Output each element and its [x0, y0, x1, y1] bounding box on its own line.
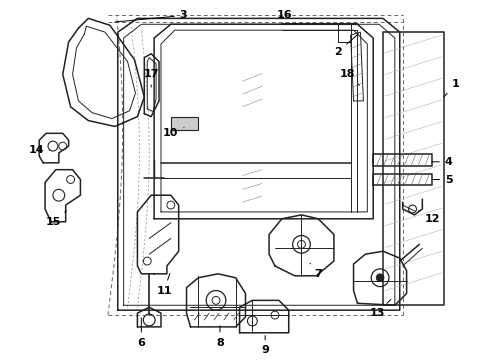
Circle shape [376, 274, 384, 282]
Text: 2: 2 [334, 34, 358, 57]
Text: 14: 14 [28, 145, 50, 155]
Text: 13: 13 [369, 300, 391, 318]
Text: 16: 16 [277, 10, 296, 24]
Text: 17: 17 [144, 69, 159, 87]
Text: 3: 3 [115, 10, 187, 22]
Text: 1: 1 [444, 79, 460, 97]
Text: 7: 7 [310, 263, 322, 279]
Text: 6: 6 [137, 318, 145, 348]
Text: 9: 9 [261, 336, 269, 355]
Text: 4: 4 [432, 157, 453, 167]
Bar [171, 117, 198, 130]
Text: 8: 8 [216, 326, 224, 348]
Text: 5: 5 [432, 175, 453, 185]
Text: 10: 10 [163, 127, 184, 138]
Text: 11: 11 [156, 274, 172, 296]
Text: 18: 18 [340, 69, 359, 85]
Text: 12: 12 [419, 211, 440, 224]
Text: 15: 15 [45, 211, 67, 227]
